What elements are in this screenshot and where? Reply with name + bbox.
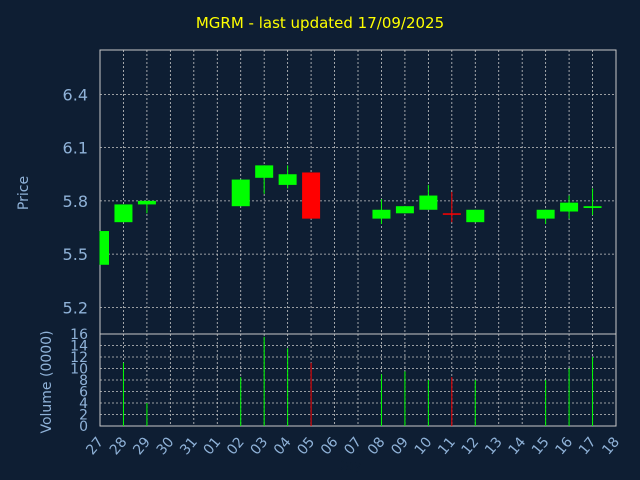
- x-tick-label: 28: [107, 434, 131, 458]
- candle-body: [466, 209, 485, 223]
- x-tick-label: 29: [130, 434, 154, 458]
- x-tick-label: 07: [341, 434, 365, 458]
- candle-body: [114, 204, 133, 223]
- x-tick-label: 03: [248, 434, 272, 458]
- volume-tick-label: 0: [79, 419, 88, 435]
- x-tick-label: 05: [294, 434, 318, 458]
- x-tick-label: 13: [482, 434, 506, 458]
- x-tick-label: 11: [435, 434, 459, 458]
- x-tick-label: 16: [552, 434, 576, 458]
- candle-body: [278, 174, 297, 185]
- x-tick-label: 06: [318, 434, 342, 458]
- volume-tick-label: 2: [79, 408, 88, 424]
- volume-tick-label: 16: [70, 327, 88, 343]
- candle-body: [395, 206, 414, 214]
- x-tick-label: 18: [599, 434, 623, 458]
- x-tick-label: 17: [576, 434, 600, 458]
- x-tick-label: 15: [529, 434, 553, 458]
- candle-body: [560, 202, 579, 212]
- x-tick-label: 02: [224, 434, 248, 458]
- x-axis-label: Day: [334, 458, 362, 474]
- candle-body: [583, 206, 602, 208]
- candle-body: [372, 209, 391, 219]
- price-tick-label: 5.5: [63, 245, 88, 264]
- volume-tick-label: 8: [79, 373, 88, 389]
- x-tick-label: 12: [459, 434, 483, 458]
- x-tick-label: 08: [365, 434, 389, 458]
- x-tick-label: 30: [154, 434, 178, 458]
- x-tick-label: 14: [506, 434, 530, 458]
- candle-body: [137, 200, 156, 205]
- x-tick-label: 27: [83, 434, 107, 458]
- candle-body: [255, 165, 274, 178]
- x-tick-label: 01: [201, 434, 225, 458]
- candle-body: [442, 213, 461, 215]
- candle-body: [536, 209, 555, 219]
- x-tick-label: 04: [271, 434, 295, 458]
- volume-tick-label: 12: [70, 350, 88, 366]
- price-tick-label: 5.2: [63, 298, 88, 317]
- price-tick-label: 6.4: [63, 85, 88, 104]
- price-tick-label: 5.8: [63, 192, 88, 211]
- volume-tick-label: 4: [79, 396, 88, 412]
- candle-body: [231, 179, 250, 207]
- volume-tick-label: 14: [70, 339, 88, 355]
- x-tick-label: 31: [177, 434, 201, 458]
- chart-title: MGRM - last updated 17/09/2025: [195, 14, 445, 32]
- volume-tick-label: 6: [79, 385, 88, 401]
- candle-body: [302, 172, 321, 219]
- candle-body: [100, 231, 109, 265]
- price-tick-label: 6.1: [63, 139, 88, 158]
- x-tick-label: 09: [388, 434, 412, 458]
- volume-tick-label: 10: [70, 362, 88, 378]
- x-tick-label: 10: [412, 434, 436, 458]
- candle-body: [419, 195, 438, 210]
